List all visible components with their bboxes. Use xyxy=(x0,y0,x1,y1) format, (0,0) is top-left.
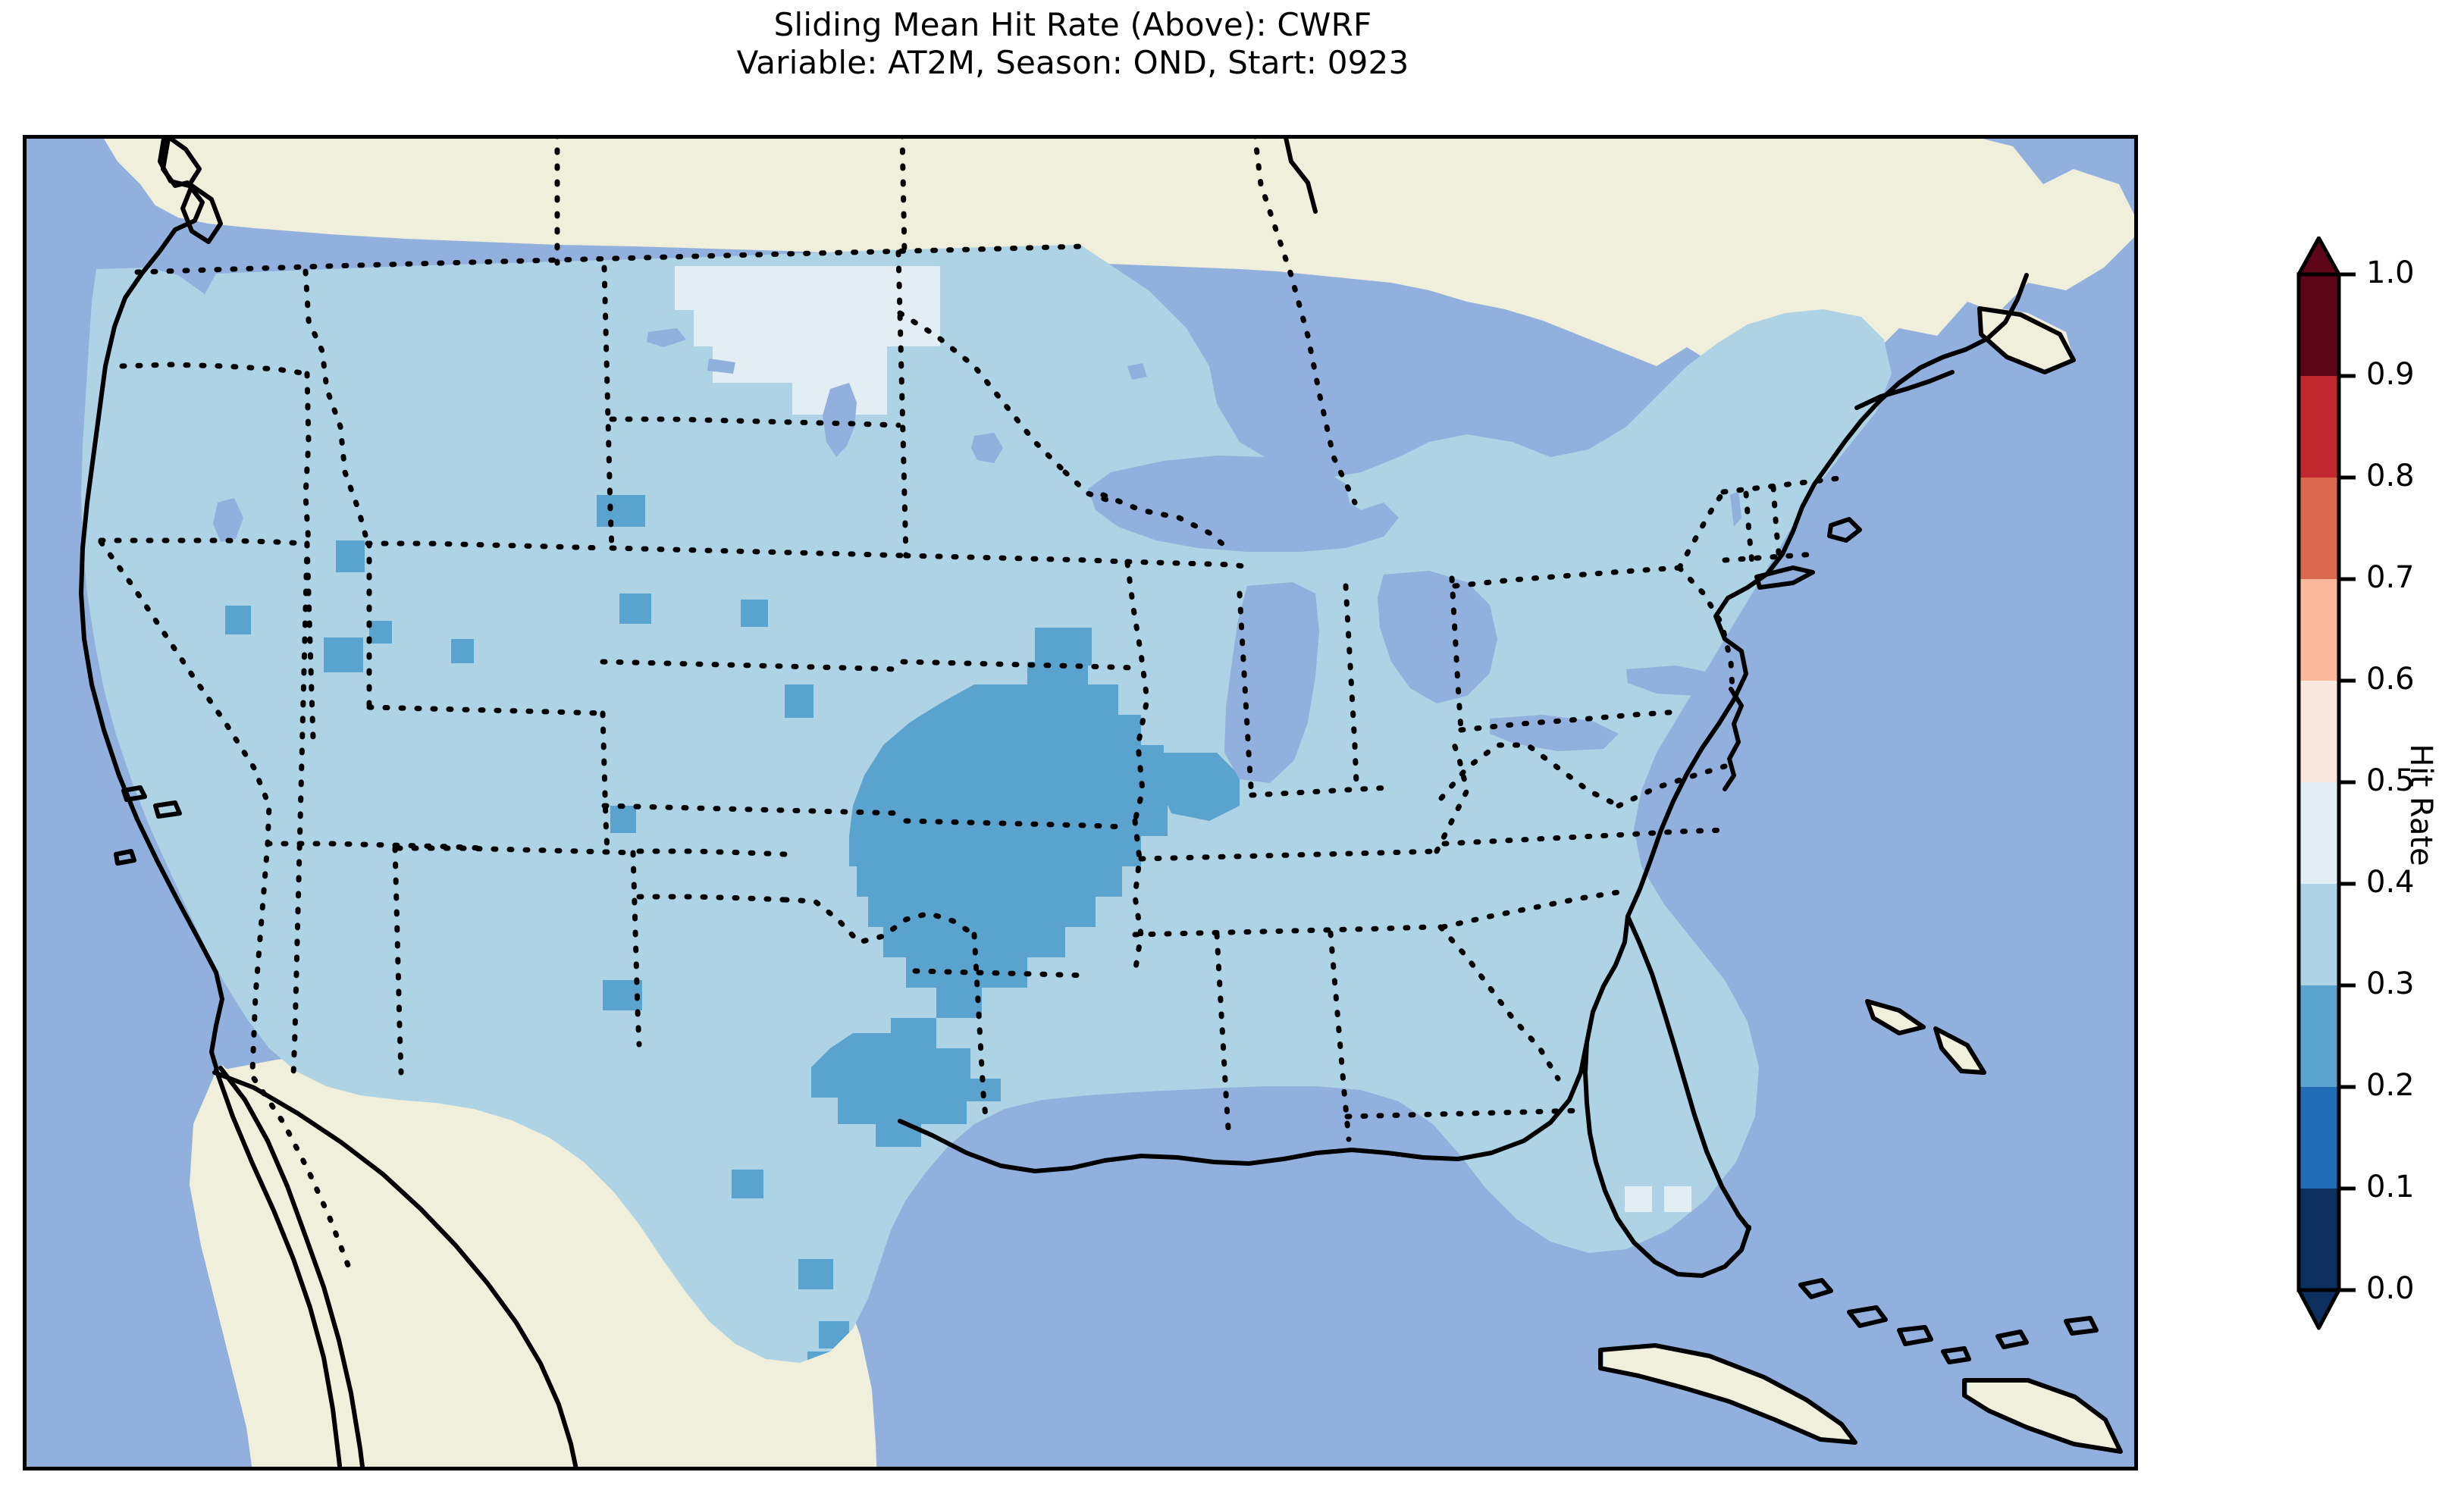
land-bahamas xyxy=(1869,1003,1922,1032)
cb-band-0.0-0.1 xyxy=(2299,1189,2339,1290)
cb-band-0.2-0.3 xyxy=(2299,985,2339,1087)
cb-band-0.5-0.6 xyxy=(2299,681,2339,782)
lake-michigan xyxy=(1224,582,1319,783)
cb-tick-label: 0.8 xyxy=(2366,459,2415,493)
lake-superior xyxy=(1088,456,1399,552)
cb-tick-label: 0.0 xyxy=(2366,1271,2415,1306)
state-borders xyxy=(98,139,1842,1268)
lake-misc-3 xyxy=(1127,363,1147,380)
colorbar-ticks xyxy=(2339,272,2356,1292)
colorbar-extend-min xyxy=(2296,1288,2341,1330)
band-0.2-0.3 xyxy=(225,495,1240,1363)
title-line-1: Sliding Mean Hit Rate (Above): CWRF xyxy=(773,6,1372,43)
cb-tick-label: 0.6 xyxy=(2366,662,2415,697)
cb-band-0.6-0.7 xyxy=(2299,579,2339,681)
land-baja xyxy=(210,1065,359,1467)
lake-huron xyxy=(1378,571,1497,703)
cb-tick-label: 0.3 xyxy=(2366,966,2415,1001)
cb-band-0.3-0.4 xyxy=(2299,884,2339,985)
colorbar-canvas: 1.0 0.9 0.8 0.7 0.6 0.5 0.4 0.3 0.2 0.1 … xyxy=(2296,236,2415,1330)
page-title: Sliding Mean Hit Rate (Above): CWRF Vari… xyxy=(0,6,2146,81)
cb-band-0.9-1.0 xyxy=(2299,274,2339,376)
land-hispaniola xyxy=(1967,1382,2119,1450)
map-panel xyxy=(23,135,2138,1471)
lake-of-the-woods xyxy=(971,433,1003,463)
lake-misc-2 xyxy=(707,359,735,374)
cb-tick-label: 0.7 xyxy=(2366,560,2415,595)
cb-band-0.7-0.8 xyxy=(2299,478,2339,579)
cb-tick-label: 0.2 xyxy=(2366,1068,2415,1103)
lake-ontario xyxy=(1626,666,1725,696)
lake-winnipeg xyxy=(823,383,857,457)
land-canada xyxy=(104,139,2134,366)
band-0.4-0.5-florida xyxy=(1625,1186,1691,1212)
great-lakes xyxy=(213,328,1741,783)
colorbar-bands xyxy=(2299,274,2339,1290)
cb-tick-label: 0.9 xyxy=(2366,357,2415,392)
colorbar: 1.0 0.9 0.8 0.7 0.6 0.5 0.4 0.3 0.2 0.1 … xyxy=(2256,236,2460,1373)
colorbar-axis-label: Hit Rate xyxy=(2403,744,2438,866)
colorbar-tick-labels: 1.0 0.9 0.8 0.7 0.6 0.5 0.4 0.3 0.2 0.1 … xyxy=(2366,255,2415,1306)
cb-tick-label: 0.5 xyxy=(2366,763,2415,798)
land-nova-scotia xyxy=(1979,305,2074,370)
land-bahamas-2 xyxy=(1937,1029,1983,1071)
cb-band-0.8-0.9 xyxy=(2299,376,2339,478)
lake-champlain xyxy=(1730,491,1741,527)
cb-tick-label: 0.4 xyxy=(2366,865,2415,900)
lake-misc-1 xyxy=(647,328,686,347)
map-canvas xyxy=(27,139,2134,1467)
cb-tick-label: 1.0 xyxy=(2366,255,2415,290)
cb-band-0.4-0.5 xyxy=(2299,782,2339,884)
cb-tick-label: 0.1 xyxy=(2366,1170,2415,1204)
cb-band-0.1-0.2 xyxy=(2299,1087,2339,1189)
lake-great-salt xyxy=(213,498,243,542)
coastlines xyxy=(79,139,2123,1467)
land-cuba xyxy=(1603,1348,1854,1441)
colorbar-extend-max xyxy=(2296,236,2341,277)
title-line-2: Variable: AT2M, Season: OND, Start: 0923 xyxy=(736,43,1409,81)
